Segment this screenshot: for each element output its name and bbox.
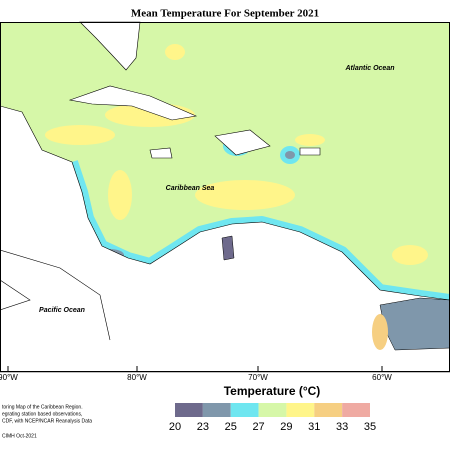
longitude-label: 90°W: [0, 373, 18, 382]
warm-patch: [195, 180, 295, 210]
legend-tick-label: 31: [308, 421, 320, 433]
legend-tick-label: 20: [169, 421, 181, 433]
cool-patch: [285, 151, 295, 159]
legend: 20 23 25 27 29 31 33 35: [169, 403, 376, 433]
longitude-labels: 90°W 80°W 70°W 60°W: [0, 366, 392, 382]
longitude-label: 80°W: [127, 373, 147, 382]
warm-patch: [165, 44, 185, 60]
warm-patch: [372, 314, 388, 350]
legend-tick-label: 29: [280, 421, 292, 433]
legend-title: Temperature (°C): [224, 384, 321, 398]
legend-swatch: [286, 403, 315, 417]
map: Atlantic Ocean Caribbean Sea Pacific Oce…: [0, 21, 450, 373]
footer-line: toring Map of the Caribbean Region.: [2, 404, 83, 410]
map-title: Mean Temperature For September 2021: [131, 8, 319, 20]
cuba: [68, 85, 198, 121]
footer-line: egrating station based observations,: [2, 411, 82, 417]
puerto-rico: [299, 147, 321, 156]
hispaniola: [214, 129, 271, 156]
legend-swatch: [342, 403, 370, 417]
legend-swatch: [202, 403, 231, 417]
longitude-label: 70°W: [248, 373, 268, 382]
ocean-label: Atlantic Ocean: [344, 65, 394, 72]
warm-patch: [45, 125, 115, 145]
footer: toring Map of the Caribbean Region.egrat…: [2, 404, 92, 439]
legend-tick-label: 25: [225, 421, 237, 433]
legend-swatch: [258, 403, 287, 417]
legend-swatch: [314, 403, 343, 417]
ocean-label: Pacific Ocean: [39, 307, 85, 314]
legend-swatch: [175, 403, 203, 417]
legend-swatch: [230, 403, 259, 417]
footer-line: CIMH Oct-2021: [2, 433, 37, 439]
legend-tick-label: 33: [336, 421, 348, 433]
legend-tick-label: 27: [252, 421, 264, 433]
pacific-coast: [0, 249, 111, 341]
sea-label: Caribbean Sea: [166, 185, 215, 192]
legend-tick-label: 35: [364, 421, 376, 433]
warm-patch: [392, 245, 428, 265]
lake: [221, 235, 235, 261]
longitude-label: 60°W: [372, 373, 392, 382]
footer-line: CDF, with NCEP/NCAR Reanalysis Data: [2, 418, 92, 424]
legend-tick-label: 23: [197, 421, 209, 433]
jamaica: [149, 147, 173, 159]
warm-patch: [108, 170, 132, 220]
warm-patch: [295, 134, 325, 146]
